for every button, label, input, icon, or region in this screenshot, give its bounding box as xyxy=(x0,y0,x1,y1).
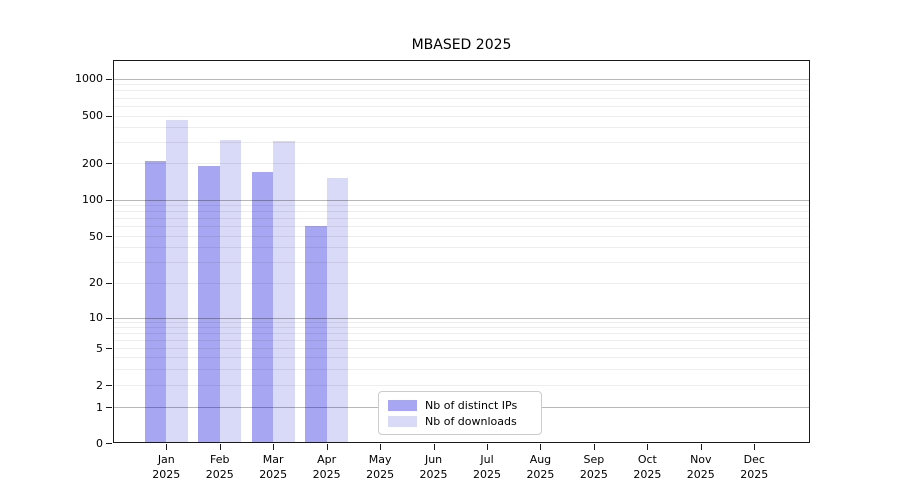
gridlines-layer xyxy=(113,60,810,443)
y-tick-label: 500 xyxy=(82,109,103,122)
x-tick-label-apr: Apr 2025 xyxy=(312,453,341,481)
minor-gridline xyxy=(113,218,810,220)
y-tick-label: 20 xyxy=(89,276,103,289)
x-tick-label-jan: Jan 2025 xyxy=(152,453,181,481)
minor-gridline xyxy=(113,357,810,358)
minor-gridline xyxy=(113,211,810,213)
x-tick-label-mar: Mar 2025 xyxy=(259,453,288,481)
x-tick-mark xyxy=(487,444,488,450)
y-tick-label: 0 xyxy=(96,436,103,450)
bars-layer xyxy=(113,60,810,443)
x-tick-mark xyxy=(540,444,542,450)
bar-downloads-jan xyxy=(166,120,188,443)
x-tick-label-sep: Sep 2025 xyxy=(579,453,608,481)
y-tick-mark xyxy=(106,282,112,284)
legend-label-downloads: Nb of downloads xyxy=(425,414,517,428)
x-tick-mark xyxy=(380,444,382,450)
minor-gridline xyxy=(113,348,810,349)
y-tick-label: 2 xyxy=(96,378,103,392)
y-tick-label: 50 xyxy=(89,229,103,243)
x-tick-mark xyxy=(433,444,435,450)
y-tick-mark xyxy=(106,348,112,349)
y-tick-label: 1000 xyxy=(75,72,103,85)
y-tick-label: 5 xyxy=(96,341,103,355)
minor-gridline xyxy=(113,226,810,228)
bar-ips-mar xyxy=(251,172,274,443)
minor-gridline xyxy=(113,247,810,249)
plot-area: Nb of distinct IPs Nb of downloads xyxy=(113,60,810,443)
bar-downloads-feb xyxy=(219,140,242,443)
bar-downloads-mar xyxy=(273,141,295,443)
major-gridline xyxy=(113,199,810,201)
minor-gridline xyxy=(113,115,810,117)
y-tick-label: 100 xyxy=(82,193,103,206)
x-tick-mark xyxy=(219,444,221,450)
x-tick-label-dec: Dec 2025 xyxy=(740,453,769,481)
major-gridline xyxy=(113,317,810,319)
minor-gridline xyxy=(113,282,810,284)
y-tick-label: 1 xyxy=(96,400,103,414)
minor-gridline xyxy=(113,97,810,99)
x-tick-mark xyxy=(273,444,275,450)
legend-swatch-downloads xyxy=(388,415,417,427)
y-tick-label: 10 xyxy=(89,311,103,324)
y-tick-label: 200 xyxy=(82,156,103,170)
y-tick-mark xyxy=(106,78,112,80)
x-tick-mark xyxy=(166,444,168,450)
minor-gridline xyxy=(113,236,810,237)
y-tick-mark xyxy=(106,115,112,117)
chart-title: MBASED 2025 xyxy=(411,37,512,53)
minor-gridline xyxy=(113,327,810,329)
x-tick-label-jul: Jul 2025 xyxy=(473,453,501,481)
minor-gridline xyxy=(113,385,810,386)
minor-gridline xyxy=(113,261,810,263)
legend-entry-distinct-ips: Nb of distinct IPs xyxy=(388,399,533,412)
legend-swatch-distinct-ips xyxy=(388,399,417,411)
minor-gridline xyxy=(113,333,810,335)
minor-gridline xyxy=(113,339,810,341)
x-tick-label-jun: Jun 2025 xyxy=(419,453,448,481)
x-tick-label-aug: Aug 2025 xyxy=(526,453,555,481)
bar-ips-jan xyxy=(144,160,167,443)
x-tick-label-oct: Oct 2025 xyxy=(633,453,662,481)
minor-gridline xyxy=(113,322,810,324)
y-tick-mark xyxy=(106,317,112,319)
y-tick-mark xyxy=(106,407,112,408)
y-tick-mark xyxy=(106,199,112,201)
y-tick-mark xyxy=(106,443,112,444)
minor-gridline xyxy=(113,90,810,92)
y-tick-mark xyxy=(106,385,112,386)
x-tick-label-feb: Feb 2025 xyxy=(205,453,234,481)
minor-gridline xyxy=(113,163,810,164)
legend-label-distinct-ips: Nb of distinct IPs xyxy=(425,398,518,412)
y-tick-mark xyxy=(106,163,112,164)
minor-gridline xyxy=(113,127,810,129)
x-tick-mark xyxy=(754,444,756,450)
bar-downloads-apr xyxy=(326,178,349,443)
legend-entry-downloads: Nb of downloads xyxy=(388,415,533,428)
minor-gridline xyxy=(113,105,810,107)
x-tick-label-nov: Nov 2025 xyxy=(686,453,715,481)
x-tick-mark xyxy=(326,444,328,450)
y-tick-mark xyxy=(106,236,112,237)
major-gridline xyxy=(113,78,810,80)
bar-ips-apr xyxy=(305,225,327,443)
x-tick-mark xyxy=(593,444,595,450)
minor-gridline xyxy=(113,84,810,86)
bar-ips-feb xyxy=(198,165,220,443)
legend: Nb of distinct IPs Nb of downloads xyxy=(378,391,542,435)
minor-gridline xyxy=(113,368,810,370)
x-tick-mark xyxy=(700,444,702,450)
x-tick-label-may: May 2025 xyxy=(366,453,395,481)
minor-gridline xyxy=(113,141,810,143)
minor-gridline xyxy=(113,205,810,207)
x-tick-mark xyxy=(647,444,649,450)
